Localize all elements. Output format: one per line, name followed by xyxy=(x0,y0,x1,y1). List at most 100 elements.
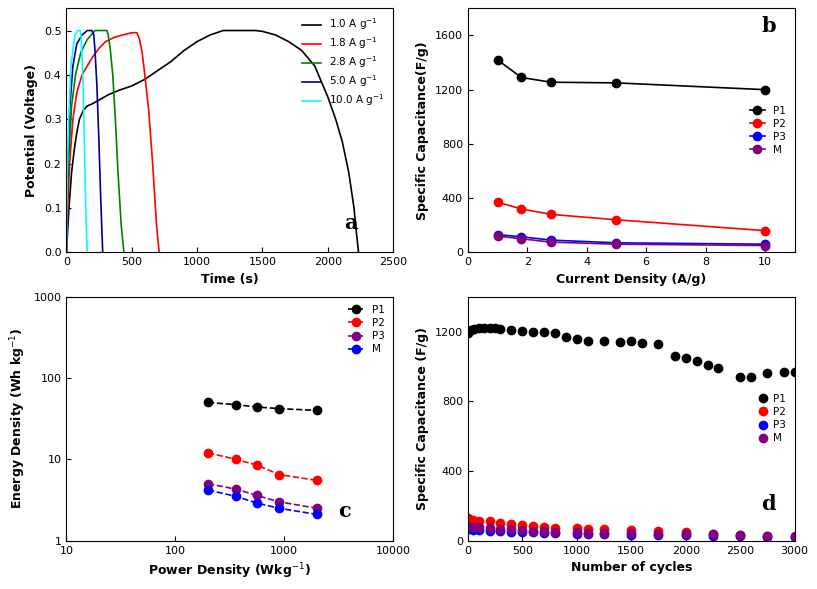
M xyxy=(599,530,609,537)
P3 xyxy=(484,527,494,534)
P3 xyxy=(599,531,609,538)
P1 xyxy=(529,328,538,335)
X-axis label: Current Density (A/g): Current Density (A/g) xyxy=(556,273,707,286)
Y-axis label: Potential (Voltage): Potential (Voltage) xyxy=(25,64,38,197)
P3 xyxy=(546,237,556,244)
P2 xyxy=(507,521,516,528)
Line: P3: P3 xyxy=(464,525,799,541)
Line: P2: P2 xyxy=(493,198,769,235)
P2 xyxy=(654,528,663,535)
P1 xyxy=(611,80,621,87)
P1 xyxy=(681,354,690,361)
P3 xyxy=(468,527,478,534)
P3 xyxy=(312,505,322,512)
Y-axis label: Specific Capacitance (F/g): Specific Capacitance (F/g) xyxy=(417,327,429,510)
M xyxy=(252,499,261,507)
M xyxy=(517,527,527,534)
P2 xyxy=(760,227,770,234)
P2 xyxy=(231,456,241,463)
P1 xyxy=(496,325,506,332)
P2 xyxy=(529,522,538,530)
P3 xyxy=(762,533,772,540)
P1 xyxy=(735,373,745,380)
Line: P1: P1 xyxy=(464,324,799,381)
P2 xyxy=(681,528,690,535)
P1 xyxy=(627,337,636,345)
P1 xyxy=(312,407,322,414)
M xyxy=(516,235,526,242)
P3 xyxy=(529,529,538,536)
Line: M: M xyxy=(464,522,799,541)
P1 xyxy=(203,399,213,406)
Legend: P1, P2, P3, M: P1, P2, P3, M xyxy=(757,391,789,446)
P2 xyxy=(539,523,549,530)
M xyxy=(496,525,506,532)
P3 xyxy=(760,241,770,248)
P3 xyxy=(790,534,800,541)
P2 xyxy=(550,524,560,531)
P1 xyxy=(463,330,473,337)
Line: P1: P1 xyxy=(493,56,769,94)
P3 xyxy=(583,531,592,538)
X-axis label: Number of cycles: Number of cycles xyxy=(570,561,692,574)
P2 xyxy=(516,206,526,213)
P1 xyxy=(493,57,502,64)
P2 xyxy=(463,514,473,521)
M xyxy=(762,532,772,540)
P1 xyxy=(615,339,625,346)
P1 xyxy=(561,333,571,340)
P1 xyxy=(670,352,680,359)
P1 xyxy=(550,330,560,337)
Legend: P1, P2, P3, M: P1, P2, P3, M xyxy=(747,102,789,158)
P2 xyxy=(599,526,609,533)
P3 xyxy=(496,528,506,535)
P2 xyxy=(252,462,261,469)
P3 xyxy=(507,528,516,535)
Legend: P1, P2, P3, M: P1, P2, P3, M xyxy=(345,302,388,358)
Text: c: c xyxy=(337,501,350,521)
M xyxy=(735,531,745,538)
P3 xyxy=(572,530,582,537)
M xyxy=(468,523,478,530)
P3 xyxy=(539,530,549,537)
X-axis label: Time (s): Time (s) xyxy=(201,273,259,286)
P2 xyxy=(496,519,506,527)
Line: P2: P2 xyxy=(204,449,321,485)
P2 xyxy=(546,211,556,218)
P2 xyxy=(203,449,213,456)
P3 xyxy=(474,527,484,534)
P2 xyxy=(611,216,621,223)
P1 xyxy=(484,325,494,332)
P2 xyxy=(468,516,478,523)
P3 xyxy=(203,480,213,487)
P1 xyxy=(539,329,549,336)
P1 xyxy=(516,74,526,81)
M xyxy=(529,527,538,534)
M xyxy=(550,528,560,535)
P2 xyxy=(708,530,718,537)
Line: M: M xyxy=(204,486,321,518)
M xyxy=(611,241,621,248)
P1 xyxy=(490,325,500,332)
P1 xyxy=(713,365,723,372)
P3 xyxy=(252,492,261,499)
M xyxy=(231,493,241,500)
Text: b: b xyxy=(761,16,776,36)
M xyxy=(760,242,770,249)
P1 xyxy=(790,368,800,375)
Line: P3: P3 xyxy=(493,230,769,249)
P1 xyxy=(572,336,582,343)
M xyxy=(572,529,582,536)
P2 xyxy=(790,534,800,541)
Text: d: d xyxy=(761,494,776,514)
P3 xyxy=(735,533,745,540)
Y-axis label: Specific Capacitance(F/g): Specific Capacitance(F/g) xyxy=(417,41,429,220)
P1 xyxy=(703,361,712,368)
Line: P3: P3 xyxy=(204,479,321,512)
P1 xyxy=(470,325,480,332)
M xyxy=(708,531,718,538)
P2 xyxy=(627,527,636,534)
X-axis label: Power Density (Wkg$^{-1}$): Power Density (Wkg$^{-1}$) xyxy=(148,561,311,581)
P1 xyxy=(746,373,756,380)
P3 xyxy=(611,239,621,246)
